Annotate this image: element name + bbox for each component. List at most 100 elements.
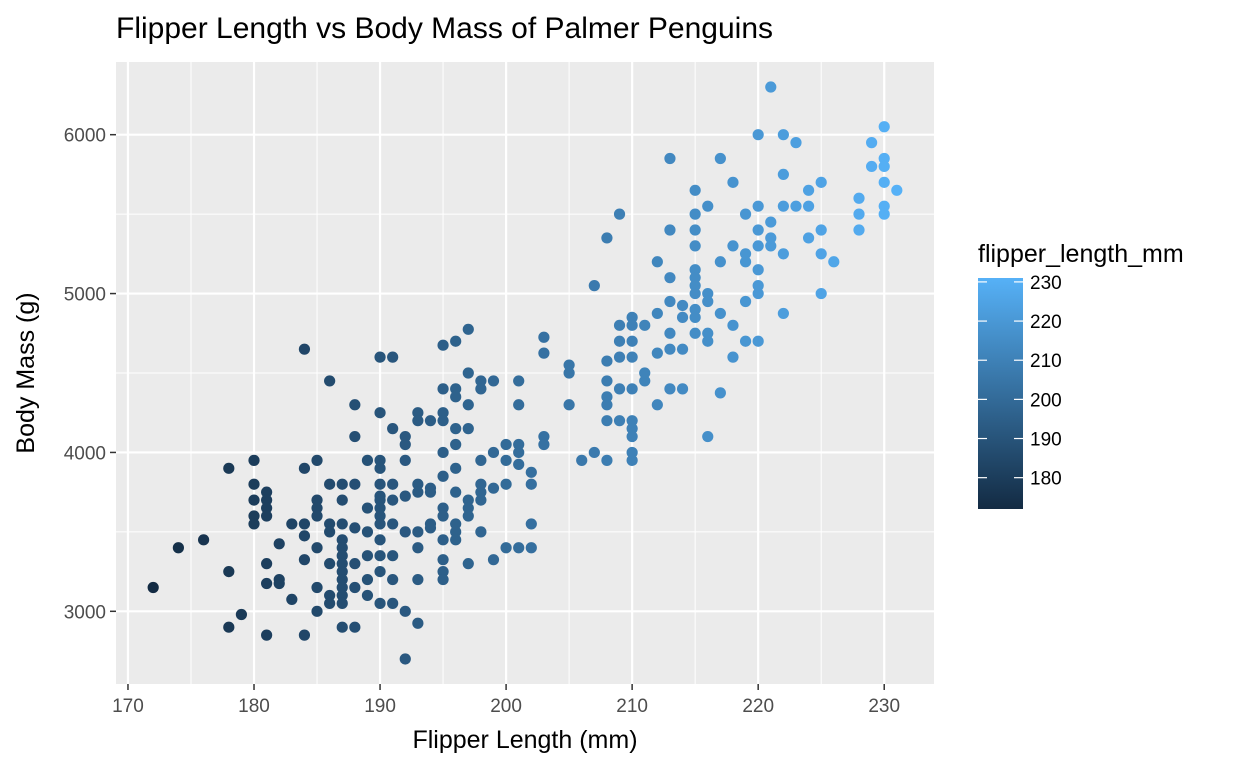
data-point [336, 542, 348, 554]
data-point [475, 486, 487, 498]
data-point [777, 168, 789, 181]
data-point [336, 518, 348, 530]
data-point [336, 550, 348, 562]
data-point [437, 534, 449, 546]
data-point [626, 446, 638, 459]
data-point [462, 367, 474, 379]
data-point [412, 542, 424, 554]
data-point [702, 295, 714, 308]
legend-tick-label: 210 [1030, 351, 1062, 372]
data-point [878, 208, 890, 220]
data-point [702, 327, 714, 339]
data-point [815, 224, 827, 236]
data-point [664, 327, 676, 339]
data-point [450, 534, 462, 546]
data-point [399, 438, 411, 451]
data-point [500, 454, 512, 466]
data-point [261, 502, 273, 514]
data-point [475, 526, 487, 538]
data-point [739, 335, 752, 347]
data-point [853, 192, 865, 204]
data-point [765, 232, 777, 244]
data-point [399, 653, 411, 665]
data-point [739, 295, 752, 308]
x-tick-label: 180 [238, 696, 270, 717]
data-point [223, 462, 235, 474]
data-point [815, 287, 827, 300]
data-point [689, 311, 701, 323]
data-point [487, 482, 500, 494]
data-point [399, 526, 411, 538]
data-point [676, 383, 689, 395]
data-point [714, 256, 726, 268]
y-tick-label: 6000 [64, 126, 106, 147]
x-tick-label: 220 [742, 696, 774, 717]
data-point [311, 510, 323, 522]
data-point [689, 184, 701, 196]
data-point [702, 287, 714, 300]
data-point [777, 248, 789, 260]
data-point [878, 121, 890, 133]
data-point [197, 534, 210, 546]
data-point [513, 542, 525, 554]
data-point [412, 478, 424, 490]
data-point [752, 287, 764, 300]
data-point [500, 542, 512, 554]
data-point [752, 264, 764, 276]
data-point [739, 248, 752, 260]
data-point [462, 323, 474, 335]
data-point [261, 629, 273, 641]
data-point [739, 256, 752, 268]
data-point [525, 478, 537, 490]
data-point [324, 375, 336, 387]
data-point [727, 319, 739, 331]
data-point [387, 494, 399, 506]
data-point [815, 248, 827, 260]
data-point [664, 224, 676, 236]
data-point [298, 629, 311, 641]
data-point [513, 399, 525, 411]
data-point [437, 415, 449, 427]
data-point [248, 494, 260, 506]
data-point [450, 462, 462, 474]
data-point [336, 589, 348, 602]
data-point [626, 351, 638, 363]
data-point [261, 577, 273, 590]
data-point [273, 538, 285, 550]
data-point [374, 407, 386, 419]
data-point [752, 280, 764, 292]
data-point [626, 430, 638, 443]
data-point [601, 391, 613, 403]
data-point [790, 200, 802, 212]
data-point [765, 216, 777, 228]
legend-tick-label: 180 [1030, 469, 1062, 490]
data-point [563, 359, 575, 371]
y-tick-label: 3000 [64, 602, 106, 623]
data-point [689, 224, 701, 236]
data-point [437, 407, 449, 419]
data-point [261, 510, 273, 522]
data-point [298, 343, 311, 355]
data-point [361, 454, 374, 466]
data-point [261, 558, 273, 570]
data-point [714, 307, 726, 320]
data-point [538, 331, 550, 343]
data-point [487, 375, 500, 387]
data-point [361, 589, 374, 602]
data-point [399, 454, 411, 466]
data-point [336, 621, 348, 633]
data-point [714, 152, 726, 165]
data-point [689, 264, 701, 276]
data-point [752, 335, 764, 347]
data-point [349, 621, 361, 633]
data-point [752, 200, 764, 212]
data-point [437, 554, 449, 566]
data-point [475, 383, 487, 395]
data-point [336, 597, 348, 609]
x-tick-label: 200 [490, 696, 522, 717]
data-point [525, 518, 537, 530]
data-point [765, 240, 777, 252]
data-point [324, 478, 336, 490]
data-point [349, 522, 361, 534]
data-point [664, 295, 676, 308]
